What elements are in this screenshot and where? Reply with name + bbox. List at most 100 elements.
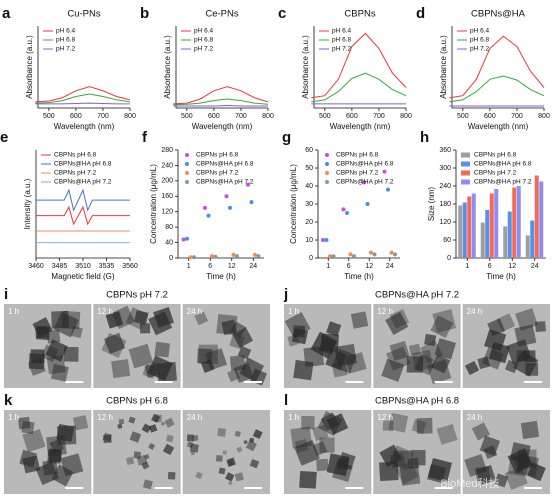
tem-particle [312,424,329,442]
bar [507,211,512,258]
point [372,252,377,257]
line [35,102,130,105]
axis [175,26,268,109]
tem-particle [379,461,399,482]
x-tick-label: 3535 [99,263,115,270]
tem-particle [154,341,171,358]
tem-particle [382,420,394,432]
x-tick-label: 700 [97,113,109,120]
tem-particle [345,352,367,374]
legend-label: CBPNs@HA pH 6.8 [196,161,254,168]
axis [37,26,130,109]
tem-particle [165,434,174,443]
point [235,254,239,259]
tem-particle [320,333,340,352]
x-tick-label: 700 [373,113,385,120]
y-tick-label: 20 [305,219,313,226]
line [311,72,407,103]
line [36,188,130,212]
tem-particle [252,429,263,440]
legend-label: pH 6.8 [194,37,214,44]
y-tick-label: 240 [161,162,173,169]
tem-particle [464,360,480,376]
tem-particle [535,321,546,333]
tem-particle [479,435,501,456]
watermark: BioMed科技 [440,476,499,490]
tem-particle [464,453,488,477]
x-tick-label: 500 [181,113,193,120]
y-tick-label: 10 [305,237,313,244]
tem-particle [494,473,509,488]
legend-label: pH 6.4 [56,28,76,35]
point [249,200,254,205]
chart-title: Cu-PNs [67,9,101,20]
legend-label: CBPNs@HA pH 6.8 [54,161,112,168]
tem-particle [133,451,142,459]
time-label: 24 h [187,413,203,422]
legend-swatch [325,162,329,166]
tem-particle [245,440,258,452]
tem-particle [195,471,203,480]
legend-label: CBPNs pH 7.2 [474,170,517,177]
tem-particle [350,311,369,329]
point [185,236,189,241]
line [449,35,545,99]
y-axis-label: Absorbance (a.u.) [301,35,310,99]
x-tick-label: 1 [187,263,191,270]
bar [534,175,539,258]
y-tick-label: 160 [161,193,173,200]
x-tick-label: 800 [124,113,136,120]
tem-particle [432,309,457,333]
tem-particle [393,450,410,468]
panel-letter: h [420,129,429,146]
tem-particle [481,347,504,370]
tem-particle [515,308,538,331]
y-axis-label: Concentration (μg/mL) [149,164,158,244]
tem-particle [148,424,158,433]
panel-letter: e [0,129,8,146]
tem-particle [407,457,419,470]
x-tick-label: 3485 [52,263,68,270]
time-label: 1 h [8,413,19,422]
tem-particle [22,429,46,453]
legend-label: CBPNs pH 6.8 [336,152,379,159]
x-tick-label: 6 [488,263,492,270]
tem-particle [63,346,79,362]
tem-particle [144,362,160,378]
x-axis-label: Wavelength (nm) [468,122,529,131]
panel-title: CBPNs pH 7.2 [106,290,168,301]
tem-particle [381,358,405,382]
legend-swatch [461,170,470,176]
tem-particle [325,348,347,371]
point [181,237,186,242]
point [389,250,394,255]
tem-particle [111,305,135,330]
line [449,75,545,103]
legend-label: pH 7.2 [470,46,490,53]
line [173,98,269,106]
legend-label: CBPNs@HA pH 7.2 [54,179,112,186]
bar [471,193,476,258]
tem-particle [284,312,311,339]
point [253,252,257,257]
tem-particle [301,415,315,430]
y-tick-label: 30 [305,201,313,208]
tem-particle [249,458,260,469]
x-tick-label: 24 [531,263,539,270]
point [210,254,214,259]
y-tick-label: 180 [439,201,451,208]
tem-particle [141,461,150,470]
tem-particle [411,419,427,434]
y-tick-label: 40 [165,239,173,246]
tem-particle [484,329,507,352]
tem-particle [200,359,215,373]
point [345,211,349,215]
time-label: 12 h [97,413,113,422]
tem-particle [320,412,340,431]
x-axis-label: Time (h) [206,272,236,281]
tem-particle [312,441,328,456]
x-tick-label: 6 [208,263,212,270]
x-tick-label: 3460 [28,263,44,270]
tem-particle [103,332,126,355]
tem-particle [140,323,151,334]
